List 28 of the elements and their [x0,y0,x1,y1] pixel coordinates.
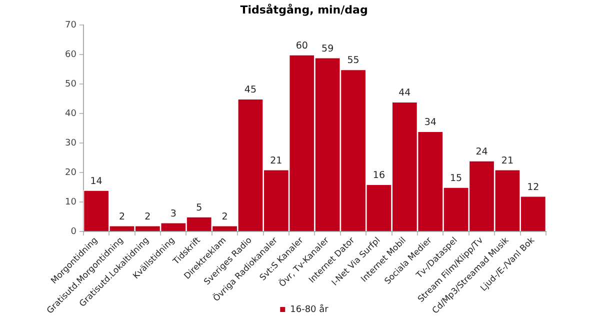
chart-title: Tidsåtgång, min/dag [240,3,368,16]
data-label: 60 [296,40,308,52]
y-tick-label: 50 [65,79,77,90]
data-label: 5 [196,202,202,214]
data-label: 34 [424,116,436,128]
y-tick-label: 20 [65,168,77,178]
data-label: 2 [144,211,151,222]
y-tick-label: 10 [65,197,77,208]
data-label: 15 [450,172,462,184]
data-label: 2 [222,211,228,222]
y-tick-label: 0 [70,226,77,237]
y-tick-label: 60 [65,50,77,60]
data-label: 2 [118,211,126,222]
data-label: 14 [90,176,102,187]
data-label: 59 [322,43,334,54]
y-tick-label: 70 [65,20,77,31]
data-label: 45 [244,84,257,96]
data-label: 24 [476,146,488,158]
legend-label: 16-80 år [290,304,329,315]
y-tick-label: 30 [65,138,77,148]
data-label: 55 [347,55,360,66]
y-tick-label: 40 [65,108,77,119]
data-label: 3 [170,208,176,220]
data-label: 21 [501,155,514,166]
data-label: 44 [398,88,411,99]
data-label: 16 [372,170,386,182]
data-label: 21 [270,155,282,166]
data-label: 12 [527,182,540,193]
